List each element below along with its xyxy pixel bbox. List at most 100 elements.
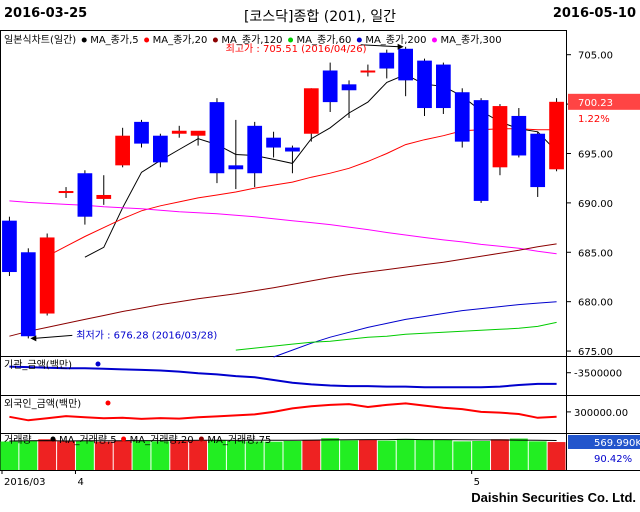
volume-legend-item: MA_거래량,5 (59, 434, 117, 446)
volume-bar (189, 440, 208, 470)
ma-line-2 (9, 200, 557, 255)
candle (454, 88, 470, 148)
candle (303, 88, 319, 142)
candle (398, 46, 413, 97)
volume-bar (358, 439, 377, 470)
candle-body (473, 100, 489, 201)
volume-last-box (568, 435, 640, 449)
candle-body (303, 88, 319, 134)
candle-body (115, 135, 130, 166)
low-arrow-line (34, 334, 73, 339)
foreign-title: 외국인_금액(백만) (4, 398, 81, 410)
candle-body (417, 60, 432, 109)
volume-bar (19, 441, 38, 470)
volume-bar (472, 441, 491, 470)
candle-body (398, 48, 413, 81)
candle-body (247, 125, 263, 174)
ma-line-1 (46, 128, 557, 257)
legend-marker (81, 37, 87, 43)
volume-bar (453, 441, 472, 470)
volume-bar (264, 441, 283, 470)
high-arrow-head (397, 43, 404, 50)
volume-legend-marker (121, 436, 127, 442)
candle (115, 127, 130, 168)
candle-body (379, 52, 395, 69)
candle (2, 216, 17, 276)
candle (341, 80, 357, 118)
candle (228, 119, 244, 190)
high-arrow-line (360, 44, 400, 48)
y-tick-label: 695.00 (578, 149, 613, 160)
candle (20, 248, 36, 339)
candle (153, 133, 168, 168)
candle-body (96, 194, 112, 199)
foreign-line (9, 402, 557, 422)
volume-bar (509, 438, 528, 470)
candle-body (77, 173, 93, 217)
candle-body (266, 137, 281, 148)
volume-legend-marker (198, 436, 204, 442)
volume-bar (151, 441, 170, 470)
chart-title: [코스닥]종합 (201), 일간 (243, 9, 397, 25)
candle (530, 131, 546, 197)
volume-ma-line (9, 438, 557, 442)
candle-body (549, 101, 564, 170)
candle-body (228, 165, 244, 170)
legend-marker (288, 37, 294, 43)
volume-bar (94, 441, 113, 470)
candle (549, 98, 564, 172)
volume-bar (283, 441, 302, 470)
institution-legend-marker (95, 361, 101, 367)
volume-bar (547, 442, 566, 470)
last-price-label: 700.23 (578, 98, 613, 109)
volume-last-pct: 90.42% (594, 454, 632, 465)
legend-marker (212, 37, 218, 43)
y-tick-label: 705.00 (578, 51, 613, 62)
volume-bar (38, 439, 57, 470)
y-tick-label: 685.00 (578, 248, 613, 259)
candle-body (58, 191, 74, 194)
candle (171, 125, 187, 138)
candle-body (209, 102, 225, 174)
institution-tick-label: -3500000 (574, 369, 622, 380)
volume-bar (321, 438, 340, 470)
volume-bar (208, 439, 226, 470)
candle-body (454, 92, 470, 142)
company-footer: Daishin Securities Co. Ltd. (471, 490, 636, 505)
candle (322, 62, 338, 112)
volume-title: 거래량 (4, 434, 32, 446)
foreign-legend-marker (105, 400, 111, 406)
candle-body (39, 237, 55, 314)
candle (266, 131, 281, 158)
high-annotation: 최고가 : 705.51 (2016/04/26) (226, 43, 367, 55)
candle-body (341, 84, 357, 91)
volume-bar (57, 441, 75, 470)
legend-item: MA_종가,200 (365, 34, 426, 46)
candle-body (2, 220, 17, 273)
volume-bar (170, 440, 189, 470)
x-tick-label: 4 (77, 477, 83, 488)
ma-line-5 (235, 321, 557, 351)
volume-bar (377, 440, 396, 470)
candle (492, 104, 508, 176)
volume-bar (302, 439, 321, 470)
candle (77, 170, 93, 225)
header-end-date: 2016-05-10 (552, 6, 636, 21)
candle (39, 233, 55, 316)
candle (436, 62, 451, 114)
legend-item: 일본식차트(일간) (4, 34, 76, 46)
legend-item: MA_종가,120 (221, 34, 282, 46)
legend-marker (356, 37, 362, 43)
candle-body (190, 130, 206, 136)
institution-line (9, 365, 557, 389)
institution-title: 기관_금액(백만) (4, 359, 72, 371)
foreign-tick-label: 300000.00 (574, 408, 628, 419)
legend-item: MA_종가,20 (153, 34, 208, 46)
candle-body (153, 135, 168, 163)
header-start-date: 2016-03-25 (4, 6, 88, 21)
candle (209, 98, 225, 184)
candle-body (20, 252, 36, 337)
candle (96, 175, 112, 205)
volume-bar (75, 441, 94, 470)
